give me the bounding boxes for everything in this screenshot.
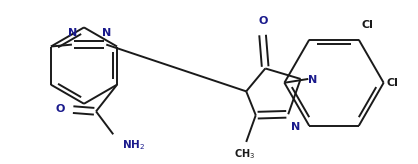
Text: N: N [102,28,111,38]
Text: O: O [55,104,64,114]
Text: N: N [291,122,300,132]
Text: N: N [308,75,318,85]
Text: O: O [259,16,268,26]
Text: CH$_3$: CH$_3$ [234,148,255,162]
Text: NH$_2$: NH$_2$ [122,138,145,152]
Text: Cl: Cl [387,78,398,88]
Text: N: N [68,28,77,38]
Text: Cl: Cl [362,20,374,30]
